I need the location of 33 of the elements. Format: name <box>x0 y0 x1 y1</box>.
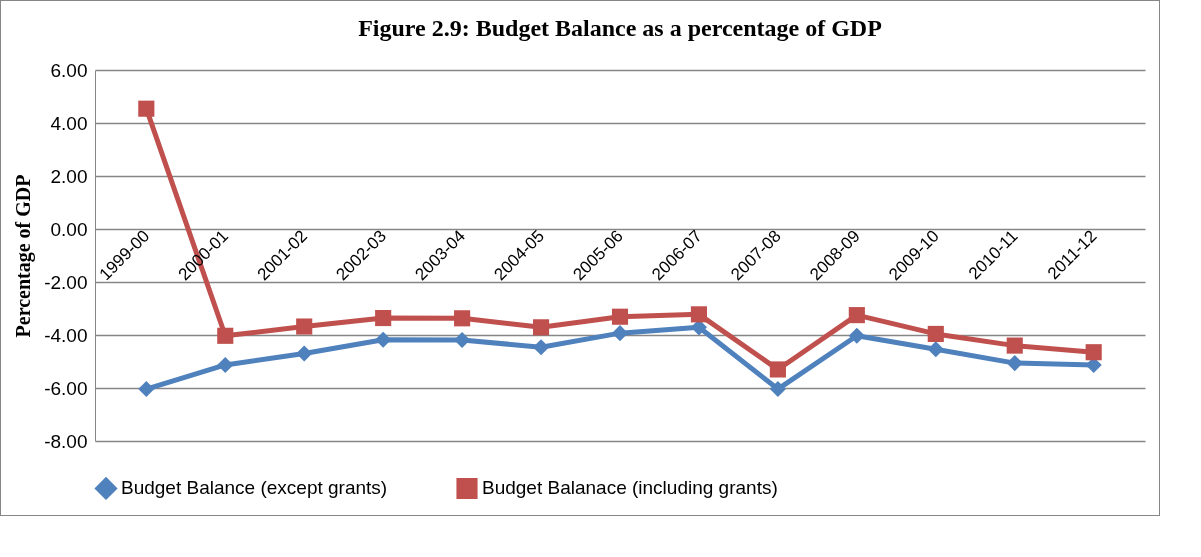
y-tick-label: 6.00 <box>50 59 88 81</box>
point <box>927 325 944 342</box>
y-axis-title: Percentage of GDP <box>12 174 36 338</box>
point <box>454 331 471 349</box>
point <box>138 381 155 398</box>
point <box>690 306 708 323</box>
y-tick-label: -4.00 <box>44 324 88 346</box>
point <box>1085 344 1102 361</box>
y-tick-label: -2.00 <box>44 271 88 293</box>
chart-title: Figure 2.9: Budget Balance as a percentage of GDP <box>358 15 882 41</box>
point <box>927 341 944 358</box>
point <box>296 318 313 335</box>
point <box>1006 355 1023 372</box>
point <box>217 356 234 374</box>
y-tick-label: 4.00 <box>50 112 88 134</box>
point <box>1006 337 1023 354</box>
y-tick-label: -6.00 <box>44 377 88 399</box>
point <box>217 327 234 344</box>
y-tick-label: 2.00 <box>50 165 88 187</box>
y-tick-label: 0.00 <box>50 218 88 240</box>
y-tick-label: -8.00 <box>44 430 88 452</box>
point <box>769 381 786 398</box>
point <box>769 361 786 378</box>
point <box>138 100 155 117</box>
point <box>532 319 550 336</box>
point <box>611 308 629 325</box>
point <box>848 327 865 344</box>
point <box>848 307 865 324</box>
legend-label: Budget Balance (except grants) <box>121 477 388 499</box>
point <box>296 345 313 362</box>
point <box>375 309 392 327</box>
legend-label: Budget Balanace (including grants) <box>482 477 778 499</box>
point <box>454 310 471 327</box>
